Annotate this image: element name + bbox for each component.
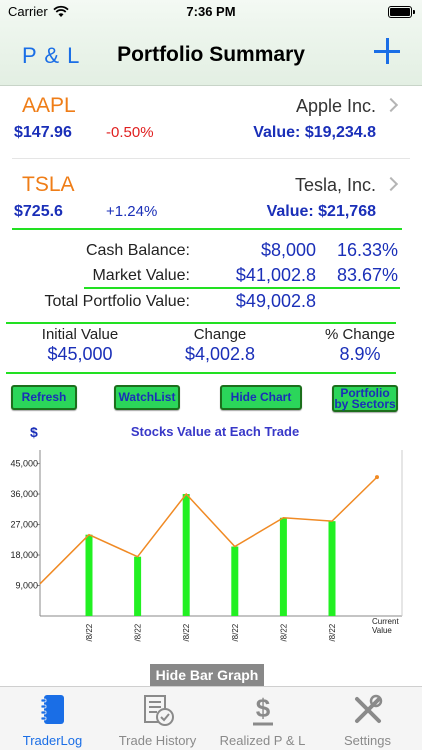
divider-line	[12, 228, 402, 230]
refresh-button[interactable]: Refresh	[11, 385, 77, 410]
x-tick-label: 6/8/22	[85, 623, 94, 642]
add-icon[interactable]	[374, 38, 400, 64]
history-icon	[144, 695, 174, 726]
tab-trade-history[interactable]: Trade History	[105, 687, 210, 750]
x-tick-label: 6/8/22	[328, 623, 337, 642]
x-tick-label: Value	[372, 626, 392, 635]
chevron-right-icon	[383, 176, 399, 192]
tools-icon	[355, 694, 383, 723]
x-tick-label: Current	[372, 617, 399, 626]
change-amount: $4,002.8	[184, 344, 256, 364]
stock-name: Apple Inc.	[295, 96, 376, 116]
chart-y-axis-label: $	[30, 424, 38, 440]
stock-price: $147.96	[14, 124, 72, 141]
x-tick-label: 6/8/22	[182, 623, 191, 642]
wifi-icon	[53, 5, 69, 17]
svg-text:$: $	[256, 693, 271, 723]
chart-bar	[182, 494, 190, 616]
y-tick-label: 18,000	[10, 550, 38, 560]
percent-change-label: % Change	[324, 326, 396, 343]
y-tick-label: 45,000	[10, 459, 38, 469]
cash-balance-value: $8,000	[260, 240, 316, 260]
chart-point	[375, 475, 379, 480]
change-label: Change	[193, 326, 247, 343]
percent-change-amount: 8.9%	[339, 344, 381, 364]
carrier-label: Carrier	[8, 4, 48, 19]
chart-title: Stocks Value at Each Trade	[131, 424, 299, 439]
tab-realized-pl[interactable]: $ Realized P & L	[210, 687, 315, 750]
navigation-bar: P & L Portfolio Summary	[0, 24, 422, 86]
cash-balance-label: Cash Balance:	[85, 242, 190, 259]
dollar-icon: $	[253, 693, 273, 726]
x-tick-label: 6/8/22	[279, 623, 288, 642]
x-tick-label: 6/8/22	[231, 623, 240, 642]
stock-symbol: AAPL	[22, 94, 76, 117]
chart-bar	[134, 556, 142, 616]
tab-label: Trade History	[118, 733, 197, 748]
hide-bar-graph-button[interactable]: Hide Bar Graph	[150, 664, 264, 686]
tab-bar: TraderLog Trade History $ Realized P & L…	[0, 686, 422, 750]
tab-label: Realized P & L	[219, 733, 306, 748]
portfolio-button-line1: Portfolio	[340, 385, 390, 400]
stock-value: Value: $21,768	[266, 203, 376, 220]
portfolio-button-line2: by Sectors	[334, 396, 396, 411]
market-value-label: Market Value:	[92, 267, 190, 284]
y-tick-label: 27,000	[10, 520, 38, 530]
total-portfolio-value: $49,002.8	[235, 291, 316, 311]
stock-row-aapl[interactable]: AAPL Apple Inc. $147.96 -0.50% Value: $1…	[0, 88, 422, 158]
divider-line	[84, 287, 400, 289]
chart-bar	[279, 517, 287, 616]
watchlist-button[interactable]: WatchList	[114, 385, 180, 410]
initial-value-amount: $45,000	[47, 344, 113, 364]
divider-line	[6, 372, 396, 374]
divider-line	[6, 322, 396, 324]
status-time: 7:36 PM	[186, 4, 236, 19]
tab-label: Settings	[344, 733, 391, 748]
initial-value-label: Initial Value	[41, 326, 119, 343]
y-tick-label: 36,000	[10, 489, 38, 499]
chart-bar	[231, 546, 239, 616]
portfolio-by-sectors-button[interactable]: Portfolio by Sectors	[332, 385, 398, 412]
market-value-percent: 83.67%	[336, 265, 398, 285]
y-tick-label: 9,000	[15, 581, 38, 591]
chart-line-series	[39, 476, 378, 585]
notebook-icon	[40, 695, 64, 724]
stock-value: Value: $19,234.8	[253, 124, 376, 141]
stock-row-tsla[interactable]: TSLA Tesla, Inc. $725.6 +1.24% Value: $2…	[0, 167, 422, 237]
x-tick-label: 6/8/22	[134, 623, 143, 642]
chart-bar	[85, 534, 93, 616]
stock-change: +1.24%	[106, 203, 158, 220]
market-value-value: $41,002.8	[235, 265, 316, 285]
chevron-right-icon	[383, 97, 399, 113]
stock-change: -0.50%	[106, 124, 154, 141]
pl-nav-button[interactable]: P & L	[22, 43, 81, 68]
row-divider	[12, 158, 410, 159]
chart-bar	[328, 521, 336, 616]
stocks-value-chart: $ Stocks Value at Each Trade 9,000 18,000…	[10, 424, 403, 642]
tab-label: TraderLog	[22, 733, 83, 748]
stock-symbol: TSLA	[22, 173, 75, 196]
status-bar: Carrier 7:36 PM	[0, 0, 422, 24]
hide-chart-button[interactable]: Hide Chart	[220, 385, 302, 410]
battery-icon	[388, 6, 415, 18]
tab-settings[interactable]: Settings	[315, 687, 420, 750]
tab-traderlog[interactable]: TraderLog	[0, 687, 105, 750]
stock-name: Tesla, Inc.	[294, 175, 376, 195]
cash-balance-percent: 16.33%	[336, 240, 398, 260]
stock-price: $725.6	[14, 203, 63, 220]
page-title: Portfolio Summary	[117, 43, 305, 66]
total-portfolio-label: Total Portfolio Value:	[44, 293, 190, 310]
